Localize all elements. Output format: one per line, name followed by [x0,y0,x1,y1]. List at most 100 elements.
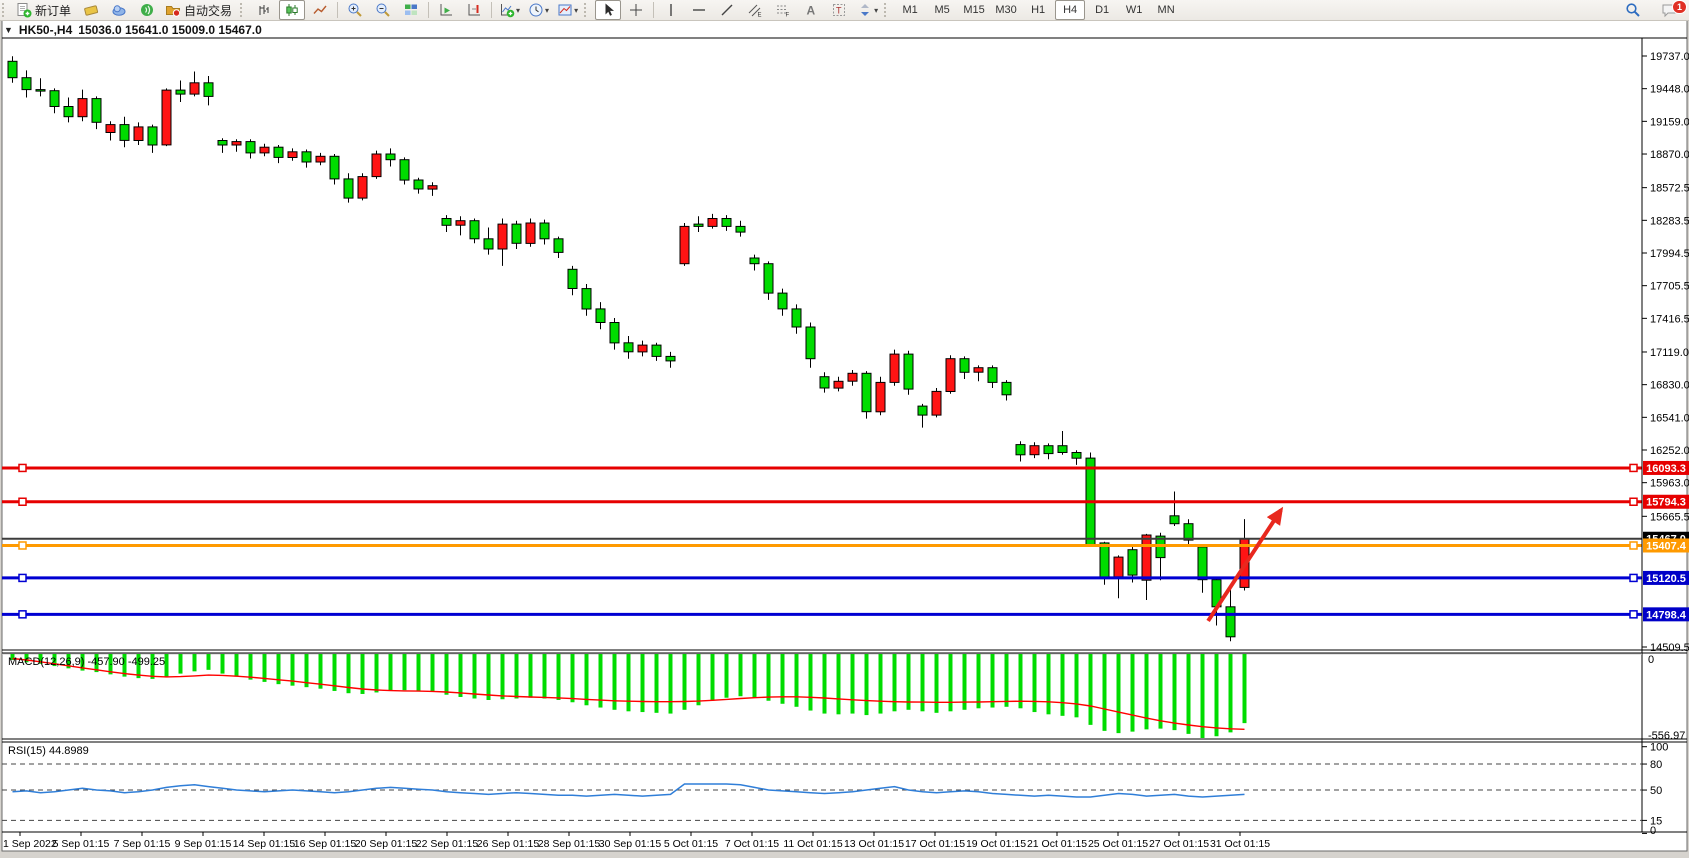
templates-button[interactable]: ▾ [554,0,581,20]
candle [413,177,424,194]
line-chart-type-button[interactable] [307,0,333,20]
chevron-down-icon: ▾ [874,5,879,15]
svg-text:T: T [836,6,842,16]
hline-handle[interactable] [18,610,27,619]
periods-button[interactable]: ▾ [525,0,552,20]
yellow-book-button[interactable] [78,0,104,20]
candle [189,71,200,97]
price-axis-label: 16252.0 [1650,445,1689,457]
zoom-in-button[interactable] [342,0,368,20]
rsi-label: RSI(15) 44.8989 [8,745,89,757]
arrows-tool-button[interactable]: ▾ [854,0,881,20]
tf-button-m1[interactable]: M1 [902,4,918,16]
cloud-sync-button[interactable] [106,0,132,20]
candle [357,173,368,201]
hline-handle[interactable] [1629,497,1638,506]
tf-button-m30[interactable]: M30 [995,4,1017,16]
trendline-tool-button[interactable] [714,0,740,20]
candle [1169,491,1180,526]
candle [91,96,102,130]
candle [1183,519,1194,545]
candle [21,70,32,98]
new-order-button[interactable]: 新订单 [13,0,76,20]
notifications-button[interactable]: 1 [1656,0,1687,20]
tf-button-h4[interactable]: H4 [1055,0,1086,20]
trend-arrow[interactable] [1206,506,1284,623]
search-button[interactable] [1620,0,1646,20]
text-label-tool-button[interactable]: T [826,0,852,20]
time-axis-label: 5 Sep 01:15 [53,838,110,850]
candle [833,376,844,392]
candle [525,218,536,247]
time-axis-label: 21 Oct 01:15 [1027,838,1087,850]
candle [161,88,172,147]
cloud-sync-icon [112,5,126,16]
candlestick-chart-type-icon [286,4,298,16]
time-axis-label: 30 Sep 01:15 [599,838,662,850]
crosshair-tool-button[interactable] [623,0,649,20]
hline-handle[interactable] [18,463,27,473]
chart-shift-button[interactable] [461,0,487,20]
chart-titlebar[interactable]: ▼ HK50-,H4 15036.0 15641.0 15009.0 15467… [4,23,262,37]
hline-handle[interactable] [1629,610,1638,619]
equidistant-channel-tool-button[interactable]: E [742,0,768,20]
candle [231,139,242,152]
tf-button-m15[interactable]: M15 [963,4,985,16]
candlestick-chart-type-button[interactable] [279,0,306,20]
text-label-icon: T [833,4,846,16]
hline-handle[interactable] [1629,463,1638,473]
macd-axis-max: 0 [1648,654,1654,666]
yellow-book-icon [84,5,99,16]
vertical-line-tool-button[interactable] [658,0,684,20]
candle [1001,380,1012,401]
rsi-axis-label: 15 [1650,815,1662,827]
chart-window [1,19,1688,852]
tf-button-h1[interactable]: H1 [1031,4,1046,16]
price-axis-label: 17416.5 [1650,313,1689,325]
time-axis-label: 19 Oct 01:15 [966,838,1026,850]
zoom-out-button[interactable] [370,0,396,20]
text-tool-button[interactable]: A [798,0,824,20]
price-box [1643,494,1689,509]
new-order-icon [17,3,32,18]
price-box-value: 15794.3 [1646,497,1686,509]
tf-button-m5[interactable]: M5 [934,4,950,16]
tile-windows-button[interactable] [398,0,424,20]
tf-button-w1[interactable]: W1 [1125,4,1143,16]
candle [847,370,858,386]
indicators-button[interactable]: ▾ [496,0,523,20]
price-axis-label: 16830.0 [1650,380,1689,392]
candle [721,215,732,231]
fibonacci-tool-button[interactable]: F [770,0,796,20]
bar-chart-type-button[interactable] [251,0,277,20]
price-box-value: 15407.4 [1646,540,1687,552]
auto-trading-button[interactable]: 自动交易 [162,0,237,20]
tf-button-d1[interactable]: D1 [1095,4,1110,16]
hline-handle[interactable] [1629,541,1638,550]
candle [791,304,802,334]
hline-handle[interactable] [18,497,27,506]
candle [805,322,816,368]
hline-handle[interactable] [18,573,27,583]
time-axis-label: 14 Sep 01:15 [233,838,296,850]
chart-dropdown-icon[interactable]: ▼ [4,25,13,35]
candle [595,302,606,330]
toolbar-separator [653,2,655,18]
candle [707,213,718,229]
auto-scroll-button[interactable] [433,0,459,20]
hline-handle[interactable] [18,541,27,550]
tf-button-mn[interactable]: MN [1157,4,1175,16]
toolbar-grip [2,3,8,17]
horizontal-line-tool-button[interactable] [686,0,712,20]
candle [441,215,452,232]
tile-windows-icon [405,4,418,15]
cursor-tool-button[interactable] [595,0,622,20]
time-axis-label: 31 Oct 01:15 [1210,838,1270,850]
candle [343,173,354,203]
signal-icon [141,4,154,16]
signal-button[interactable] [134,0,160,20]
hline-handle[interactable] [1629,573,1638,583]
time-axis-label: 25 Oct 01:15 [1088,838,1148,850]
vertical-line-icon [670,4,672,16]
